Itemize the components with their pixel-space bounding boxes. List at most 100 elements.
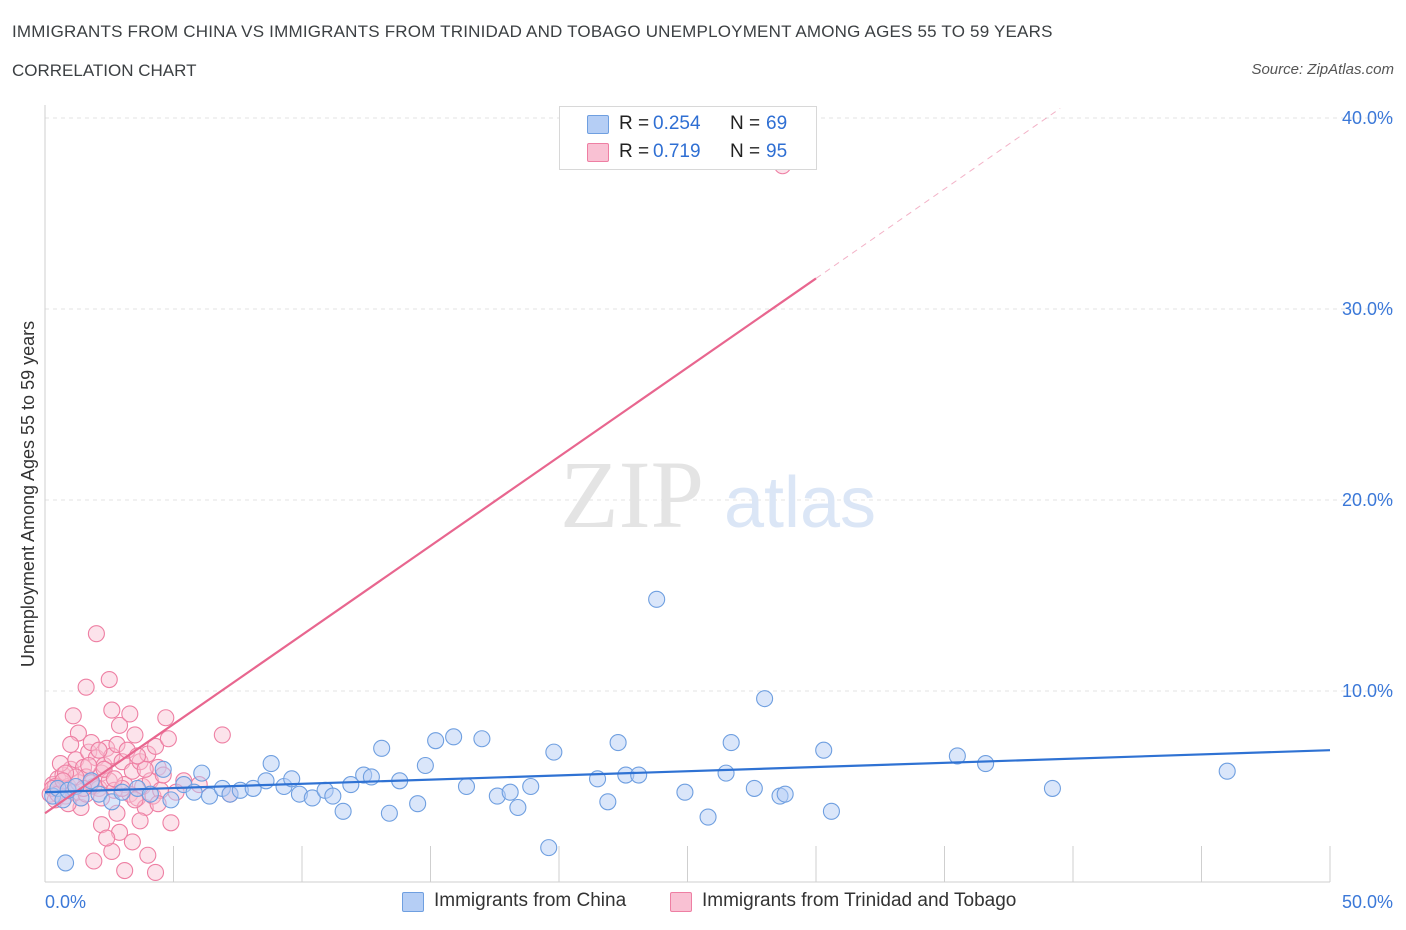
bottom-legend-label-tt: Immigrants from Trinidad and Tobago	[702, 890, 1017, 911]
tt-point	[85, 852, 103, 870]
tt-point	[108, 735, 126, 754]
tt-point	[157, 709, 175, 727]
stats-legend: R = 0.254 N = 69 R = 0.719 N = 95	[559, 106, 817, 170]
china-point	[303, 789, 321, 807]
china-point	[522, 777, 540, 796]
y-tick-label: 20.0%	[1342, 490, 1393, 510]
tt-point	[146, 737, 165, 755]
tt-point	[92, 816, 111, 834]
china-point	[717, 764, 735, 782]
trend-line-tt-extension	[815, 108, 1061, 279]
grid-lines	[45, 117, 1395, 692]
china-point	[262, 755, 280, 773]
watermark-atlas: atlas	[724, 463, 876, 543]
china-point	[473, 730, 491, 748]
china-point	[745, 779, 763, 797]
china-point	[342, 776, 360, 794]
china-point	[599, 793, 617, 811]
china-point	[380, 804, 398, 822]
china-point	[334, 802, 352, 820]
china-point	[113, 783, 131, 801]
axes	[44, 105, 1331, 883]
trend-lines	[44, 108, 1331, 815]
china-point	[324, 787, 342, 805]
y-tick-label: 10.0%	[1342, 681, 1393, 701]
china-point	[609, 734, 627, 752]
legend-n-value: 95	[766, 141, 788, 162]
tt-point	[126, 726, 144, 744]
trend-line-china	[44, 749, 1331, 794]
china-point	[373, 739, 391, 757]
tt-point	[100, 670, 118, 689]
tt-point	[77, 678, 95, 696]
trend-line-tt	[44, 277, 817, 815]
legend-r-label: R =	[619, 141, 650, 162]
china-point	[154, 760, 172, 778]
china-point	[722, 734, 740, 752]
source-label: Source: ZipAtlas.com	[1251, 61, 1394, 78]
china-point	[699, 808, 717, 826]
chart-title: IMMIGRANTS FROM CHINA VS IMMIGRANTS FROM…	[12, 22, 1053, 41]
china-point	[540, 839, 558, 857]
tt-point	[159, 730, 177, 748]
china-point	[676, 783, 694, 801]
tt-point	[123, 833, 141, 851]
legend-r-value: 0.719	[653, 141, 701, 162]
tt-point	[146, 863, 165, 882]
china-point	[815, 741, 833, 759]
tt-point	[116, 861, 134, 880]
tick-labels: 10.0% 20.0% 30.0% 40.0% 0.0% 50.0%	[45, 108, 1393, 912]
watermark: ZIP atlas	[560, 441, 876, 548]
legend-r-value: 0.254	[653, 113, 701, 134]
china-point	[1043, 779, 1061, 797]
china-point	[630, 766, 648, 784]
bottom-legend-label-china: Immigrants from China	[434, 890, 627, 911]
china-point	[200, 787, 219, 805]
china-point	[457, 777, 476, 796]
china-point	[648, 590, 666, 608]
china-point	[283, 770, 301, 788]
china-point	[776, 785, 794, 803]
china-point	[445, 728, 463, 746]
x-tick-label: 0.0%	[45, 892, 86, 912]
tt-point	[121, 705, 139, 723]
china-point	[409, 795, 427, 813]
tt-point	[103, 842, 121, 860]
china-point	[509, 798, 527, 817]
legend-row-tt: R = 0.719 N = 95	[560, 138, 816, 166]
y-tick-label: 40.0%	[1342, 108, 1393, 128]
tt-point	[131, 812, 149, 830]
tt-point	[80, 756, 98, 775]
chart-subtitle: CORRELATION CHART	[12, 61, 197, 80]
china-point	[162, 791, 180, 809]
legend-r-label: R =	[619, 113, 650, 134]
y-axis-label: Unemployment Among Ages 55 to 59 years	[18, 321, 38, 667]
legend-n-label: N =	[730, 141, 761, 162]
y-tick-label: 30.0%	[1342, 299, 1393, 319]
legend-swatch-china	[587, 115, 609, 134]
bottom-legend-swatch-china	[402, 892, 424, 912]
tt-point	[51, 755, 69, 773]
bottom-legend-swatch-tt	[670, 892, 692, 912]
legend-row-china: R = 0.254 N = 69	[560, 110, 816, 138]
legend-swatch-tt	[587, 143, 609, 162]
tt-point	[213, 726, 231, 744]
china-point	[257, 772, 275, 790]
china-point	[416, 756, 434, 775]
china-point	[57, 854, 75, 872]
china-point	[427, 732, 445, 750]
watermark-zip: ZIP	[560, 441, 704, 548]
china-point	[948, 747, 966, 765]
tt-point	[64, 707, 82, 725]
china-point	[756, 690, 774, 708]
tt-point	[98, 829, 116, 847]
legend-n-label: N =	[730, 113, 761, 134]
tt-point	[136, 760, 154, 778]
tt-point	[62, 735, 80, 754]
x-tick-label: 50.0%	[1342, 892, 1393, 912]
tt-point	[90, 741, 108, 759]
china-point	[193, 764, 211, 782]
tt-point	[87, 625, 105, 643]
china-point	[1218, 762, 1236, 780]
